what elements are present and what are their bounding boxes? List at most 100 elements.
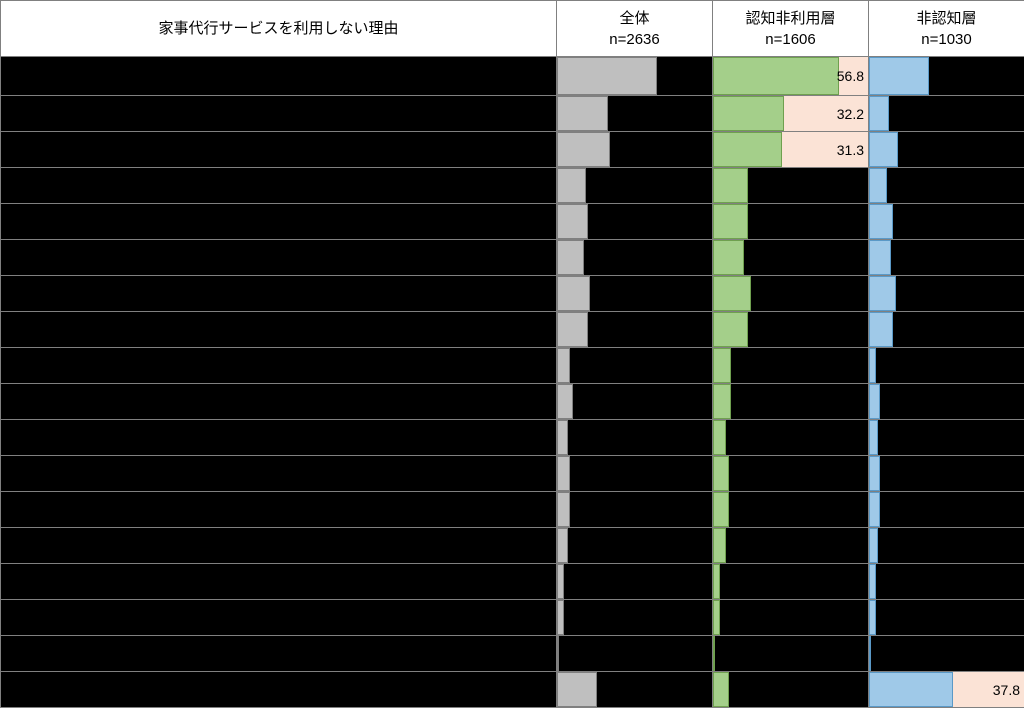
- bar-cell-aware: [713, 600, 869, 636]
- bar-cell-aware: [713, 384, 869, 420]
- bar: [557, 168, 586, 203]
- bar-wrap: [557, 636, 712, 671]
- bar-cell-unaware: [869, 348, 1024, 384]
- table-row: [1, 492, 1024, 528]
- bar-wrap: [557, 57, 712, 95]
- table-row: 32.2: [1, 96, 1024, 132]
- table-row: [1, 384, 1024, 420]
- bar-cell-aware: 56.8: [713, 57, 869, 96]
- bar: [713, 636, 715, 671]
- row-label: [1, 492, 557, 528]
- row-label: [1, 420, 557, 456]
- bar-wrap: [557, 168, 712, 203]
- bar-cell-total: [557, 528, 713, 564]
- bar-cell-aware: 31.3: [713, 132, 869, 168]
- bar-wrap: [869, 384, 1024, 419]
- bar-cell-unaware: [869, 168, 1024, 204]
- bar-cell-unaware: [869, 492, 1024, 528]
- bar-wrap: [557, 564, 712, 599]
- table-header: 家事代行サービスを利用しない理由全体n=2636認知非利用層n=1606非認知層…: [1, 1, 1024, 57]
- bar: [557, 276, 590, 311]
- bar: [869, 600, 876, 635]
- table-row: [1, 348, 1024, 384]
- bar: [557, 57, 657, 95]
- bar-cell-total: [557, 276, 713, 312]
- bar: [557, 312, 588, 347]
- bar-wrap: [713, 204, 868, 239]
- bar: [713, 492, 729, 527]
- bar: [713, 600, 720, 635]
- bar-wrap: [713, 528, 868, 563]
- table-row: [1, 204, 1024, 240]
- bar: [557, 240, 584, 275]
- bar: [869, 57, 929, 95]
- bar-wrap: [557, 420, 712, 455]
- bar: [713, 564, 720, 599]
- bar-cell-unaware: [869, 96, 1024, 132]
- bar-wrap: [869, 312, 1024, 347]
- bar-wrap: [869, 132, 1024, 167]
- bar-value-label: 32.2: [837, 106, 864, 122]
- bar: [713, 96, 784, 131]
- bar-cell-aware: [713, 312, 869, 348]
- bar-cell-unaware: [869, 564, 1024, 600]
- bar: [869, 132, 898, 167]
- bar: [869, 276, 896, 311]
- bar-wrap: [869, 636, 1024, 671]
- bar-cell-unaware: [869, 240, 1024, 276]
- bar-cell-aware: [713, 456, 869, 492]
- bar-wrap: [557, 132, 712, 167]
- row-label: [1, 57, 557, 96]
- bar: [713, 57, 839, 95]
- bar-cell-unaware: [869, 528, 1024, 564]
- row-label: [1, 276, 557, 312]
- bar-wrap: [869, 600, 1024, 635]
- bar-wrap: [869, 204, 1024, 239]
- row-label: [1, 384, 557, 420]
- bar-wrap: [713, 168, 868, 203]
- bar-cell-aware: [713, 168, 869, 204]
- row-label: [1, 672, 557, 708]
- bar: [713, 384, 731, 419]
- row-label: [1, 96, 557, 132]
- table-row: 37.8: [1, 672, 1024, 708]
- bar-wrap: [557, 492, 712, 527]
- bar-wrap: [869, 528, 1024, 563]
- row-label: [1, 456, 557, 492]
- bar-cell-total: [557, 600, 713, 636]
- table-row: [1, 600, 1024, 636]
- bar: [869, 672, 953, 707]
- bar-wrap: [713, 456, 868, 491]
- row-label: [1, 312, 557, 348]
- bar: [713, 312, 748, 347]
- bar: [869, 312, 893, 347]
- bar-cell-unaware: [869, 57, 1024, 96]
- bar-value-label: 37.8: [993, 682, 1020, 698]
- bar: [713, 672, 729, 707]
- bar-wrap: [713, 600, 868, 635]
- bar-cell-total: [557, 456, 713, 492]
- bar-cell-aware: [713, 636, 869, 672]
- table-row: [1, 456, 1024, 492]
- bar: [713, 420, 726, 455]
- bar: [713, 132, 782, 167]
- bar-cell-aware: [713, 348, 869, 384]
- bar-cell-unaware: [869, 600, 1024, 636]
- bar: [713, 456, 729, 491]
- bar-cell-aware: [713, 672, 869, 708]
- bar-wrap: [869, 492, 1024, 527]
- row-label: [1, 132, 557, 168]
- bar: [869, 636, 871, 671]
- bar-cell-aware: 32.2: [713, 96, 869, 132]
- bar-cell-total: [557, 384, 713, 420]
- bar-cell-unaware: [869, 204, 1024, 240]
- row-label: [1, 564, 557, 600]
- bar: [713, 168, 748, 203]
- bar-cell-total: [557, 420, 713, 456]
- bar-cell-total: [557, 57, 713, 96]
- header-title-line1: 非認知層: [873, 8, 1020, 29]
- bar-value-label: 56.8: [837, 68, 864, 84]
- bar: [557, 204, 588, 239]
- bar-wrap: [869, 276, 1024, 311]
- bar-cell-total: [557, 636, 713, 672]
